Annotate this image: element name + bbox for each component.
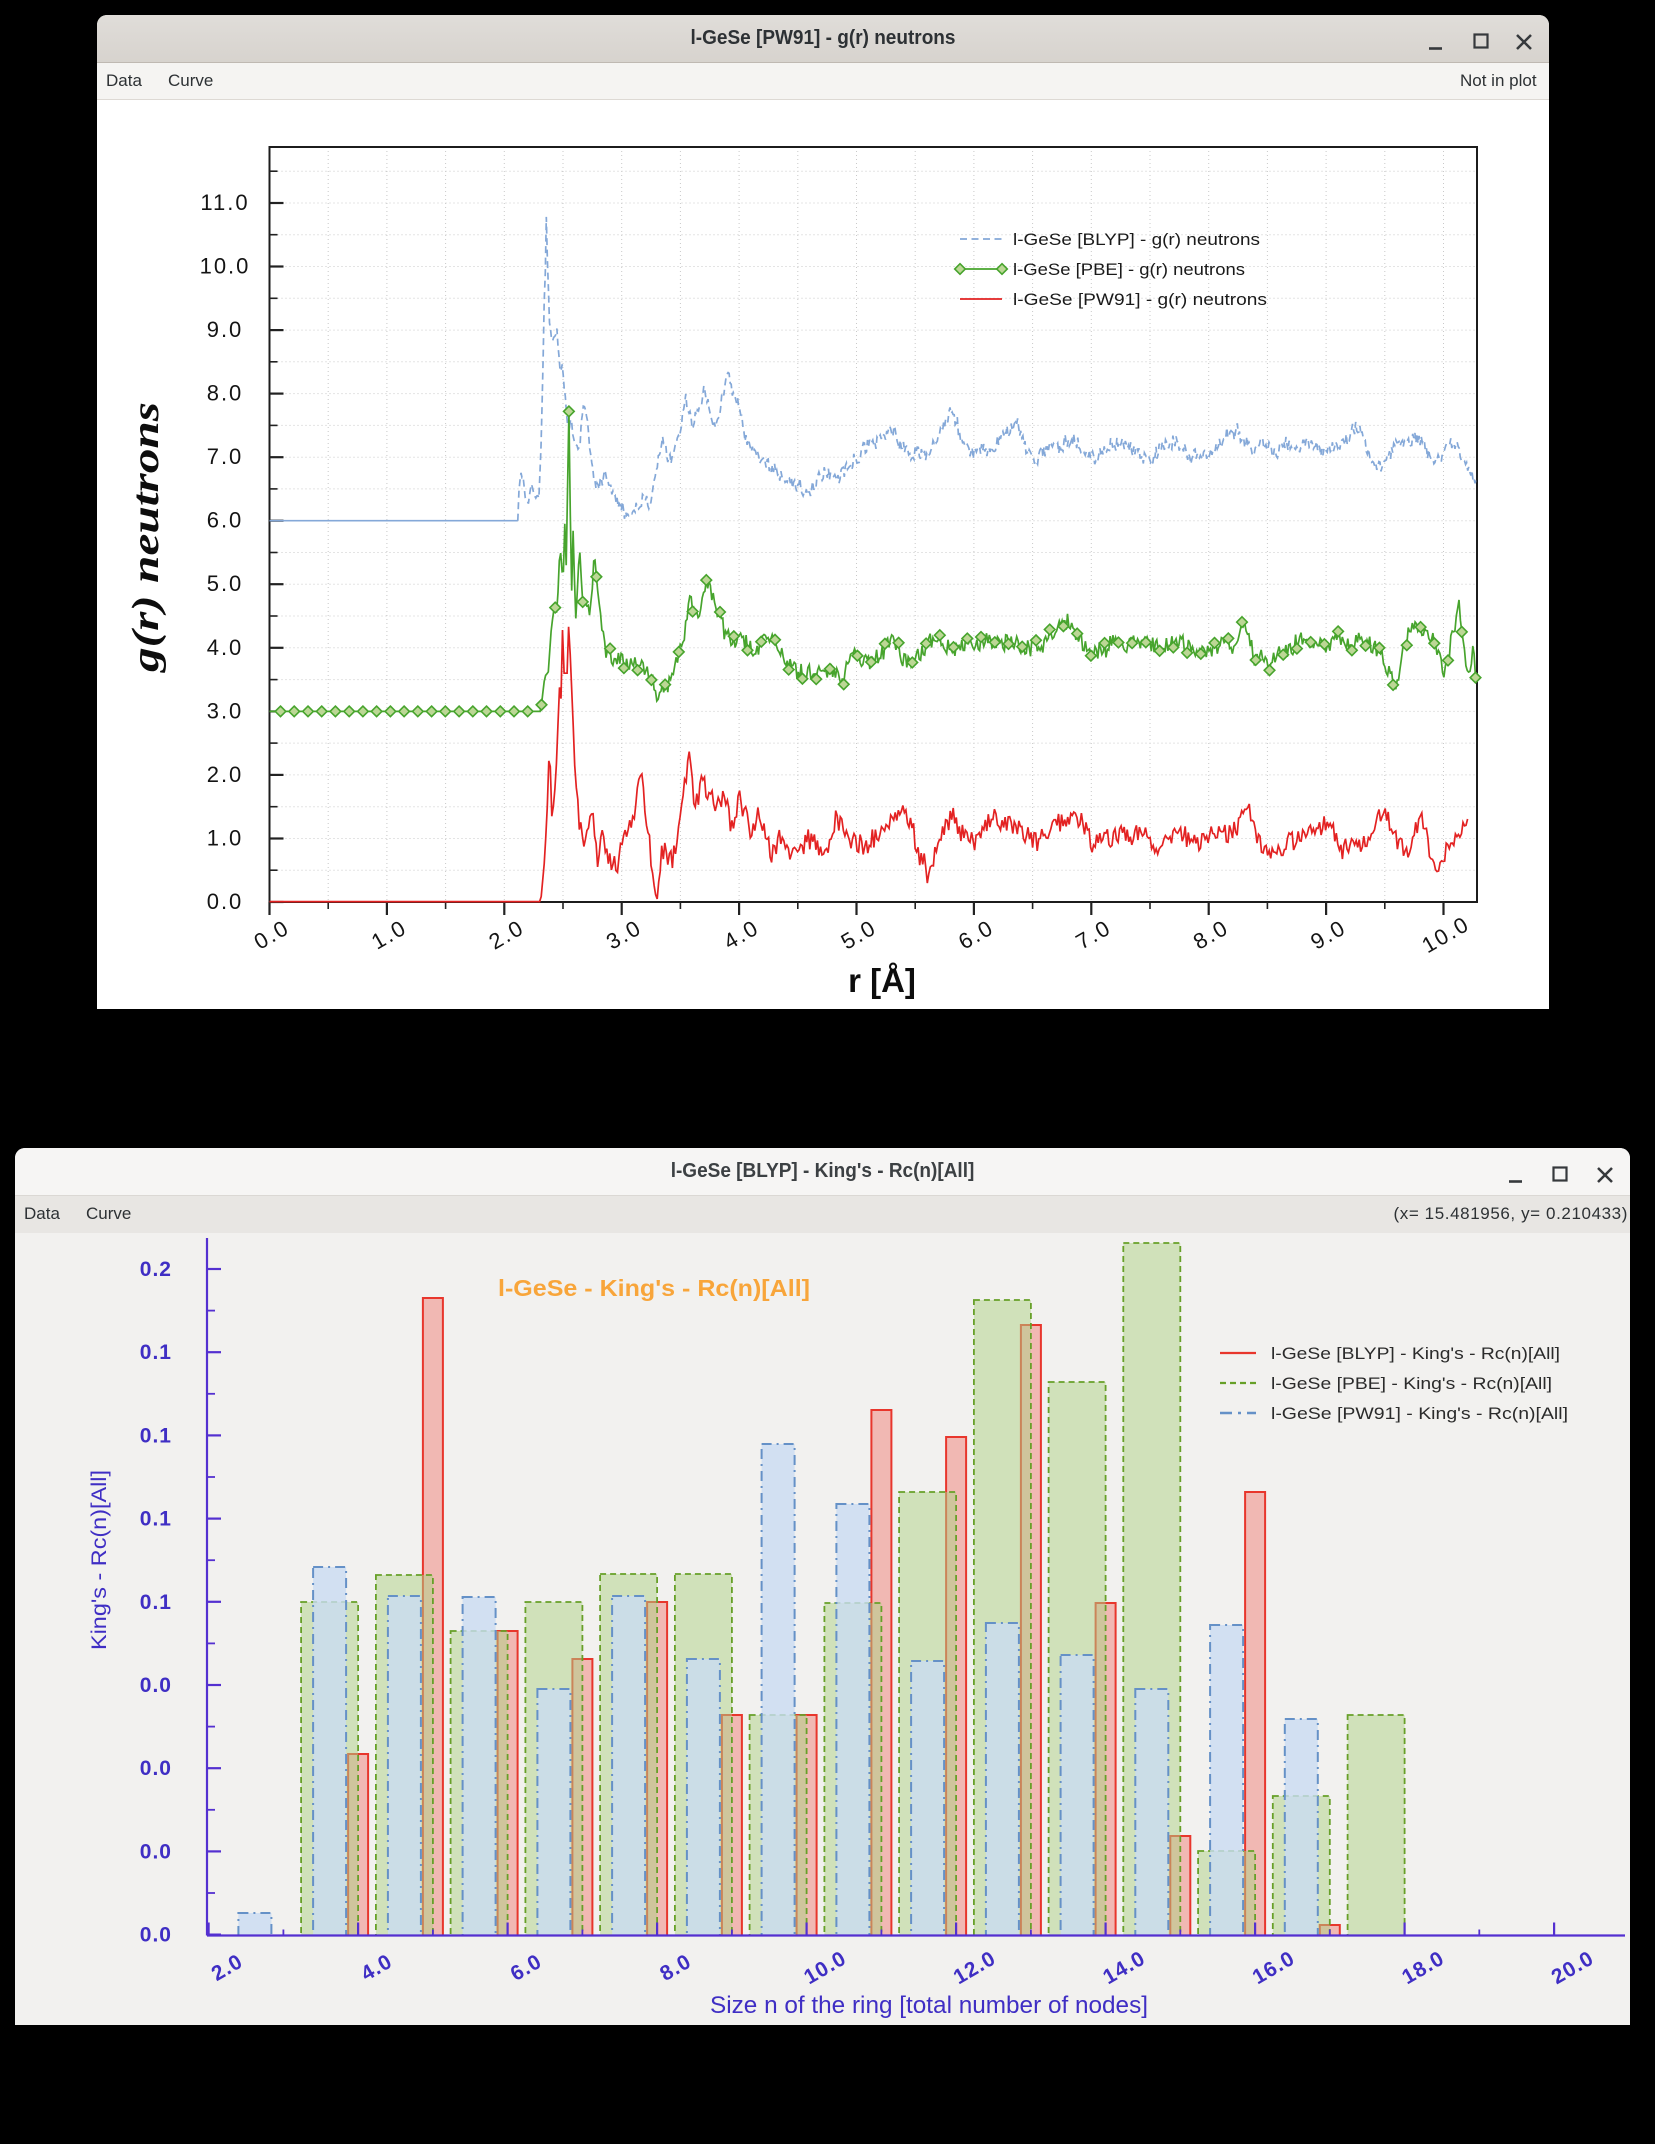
svg-text:10.0: 10.0 bbox=[1417, 911, 1474, 958]
svg-text:9.0: 9.0 bbox=[1306, 915, 1350, 955]
svg-text:2.0: 2.0 bbox=[208, 1950, 247, 1986]
svg-text:8.0: 8.0 bbox=[207, 381, 244, 406]
svg-text:l-GeSe - King's - Rc(n)[All]: l-GeSe - King's - Rc(n)[All] bbox=[498, 1275, 810, 1301]
svg-text:4.0: 4.0 bbox=[357, 1950, 396, 1986]
svg-text:0.1: 0.1 bbox=[140, 1591, 172, 1614]
svg-text:20.0: 20.0 bbox=[1548, 1947, 1598, 1989]
svg-text:10.0: 10.0 bbox=[200, 254, 251, 279]
svg-text:Size n of the ring [total numb: Size n of the ring [total number of node… bbox=[710, 1992, 1148, 2019]
svg-text:2.0: 2.0 bbox=[484, 915, 528, 955]
svg-text:0.0: 0.0 bbox=[140, 1674, 172, 1697]
svg-text:0.0: 0.0 bbox=[207, 889, 244, 914]
svg-text:l-GeSe [BLYP] - King's - Rc(n): l-GeSe [BLYP] - King's - Rc(n)[All] bbox=[1271, 1345, 1560, 1363]
svg-text:0.1: 0.1 bbox=[140, 1341, 172, 1364]
svg-text:9.0: 9.0 bbox=[207, 317, 244, 342]
svg-text:0.0: 0.0 bbox=[140, 1840, 172, 1863]
svg-text:l-GeSe [BLYP] - g(r) neutrons: l-GeSe [BLYP] - g(r) neutrons bbox=[1013, 231, 1260, 249]
svg-text:l-GeSe [PBE] - g(r) neutrons: l-GeSe [PBE] - g(r) neutrons bbox=[1013, 261, 1245, 279]
svg-text:5.0: 5.0 bbox=[207, 571, 244, 596]
svg-text:0.2: 0.2 bbox=[140, 1258, 172, 1281]
svg-text:3.0: 3.0 bbox=[207, 698, 244, 723]
svg-text:g(r) neutrons: g(r) neutrons bbox=[125, 402, 167, 673]
svg-text:l-GeSe [PBE] - King's - Rc(n)[: l-GeSe [PBE] - King's - Rc(n)[All] bbox=[1271, 1375, 1552, 1393]
svg-text:0.1: 0.1 bbox=[140, 1424, 172, 1447]
svg-text:18.0: 18.0 bbox=[1398, 1947, 1448, 1989]
svg-text:l-GeSe [PW91] - g(r) neutrons: l-GeSe [PW91] - g(r) neutrons bbox=[1013, 291, 1267, 309]
svg-text:6.0: 6.0 bbox=[507, 1950, 546, 1986]
svg-text:12.0: 12.0 bbox=[950, 1947, 1000, 1989]
svg-text:6.0: 6.0 bbox=[207, 508, 244, 533]
svg-text:3.0: 3.0 bbox=[602, 915, 646, 955]
svg-text:4.0: 4.0 bbox=[719, 915, 763, 955]
svg-text:8.0: 8.0 bbox=[656, 1950, 695, 1986]
svg-text:6.0: 6.0 bbox=[954, 915, 998, 955]
svg-text:0.1: 0.1 bbox=[140, 1508, 172, 1531]
svg-text:14.0: 14.0 bbox=[1099, 1947, 1149, 1989]
svg-text:1.0: 1.0 bbox=[207, 826, 244, 851]
svg-text:r [Å]: r [Å] bbox=[848, 962, 916, 999]
svg-text:8.0: 8.0 bbox=[1189, 915, 1233, 955]
svg-text:11.0: 11.0 bbox=[200, 190, 249, 215]
svg-text:King's - Rc(n)[All]: King's - Rc(n)[All] bbox=[88, 1470, 111, 1650]
svg-text:0.0: 0.0 bbox=[140, 1757, 172, 1780]
svg-text:0.0: 0.0 bbox=[250, 915, 294, 955]
svg-text:4.0: 4.0 bbox=[207, 635, 244, 660]
svg-text:5.0: 5.0 bbox=[837, 915, 881, 955]
svg-text:10.0: 10.0 bbox=[800, 1947, 850, 1989]
svg-text:7.0: 7.0 bbox=[1071, 915, 1115, 955]
svg-text:2.0: 2.0 bbox=[207, 762, 244, 787]
svg-text:1.0: 1.0 bbox=[367, 915, 411, 955]
svg-text:l-GeSe [PW91] - King's - Rc(n): l-GeSe [PW91] - King's - Rc(n)[All] bbox=[1271, 1405, 1568, 1423]
svg-text:7.0: 7.0 bbox=[207, 444, 244, 469]
svg-text:16.0: 16.0 bbox=[1249, 1947, 1299, 1989]
svg-text:0.0: 0.0 bbox=[140, 1924, 172, 1947]
